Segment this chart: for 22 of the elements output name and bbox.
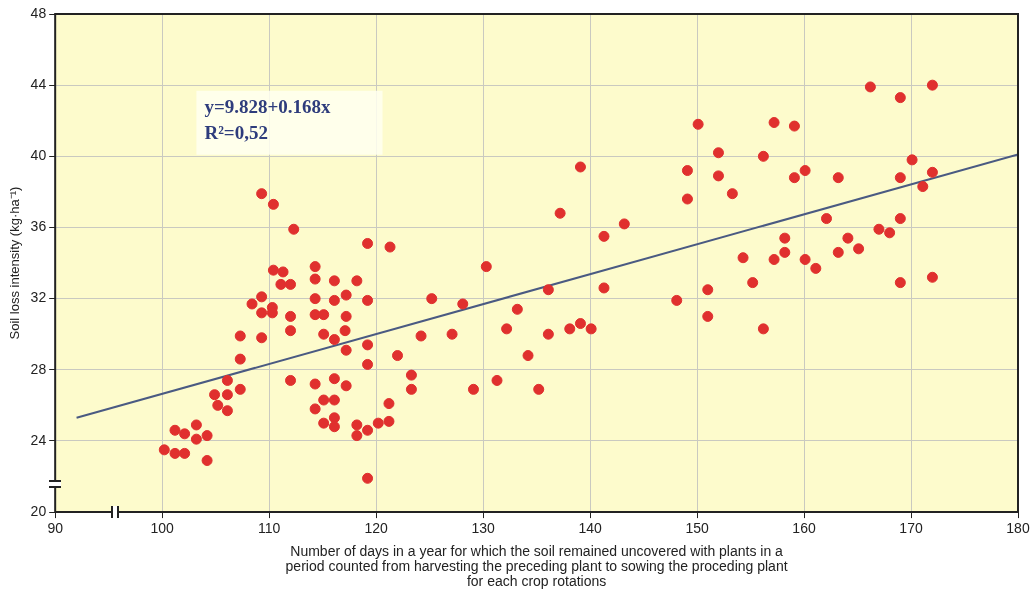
y-tick-label: 48 — [30, 4, 47, 21]
x-tick-label: 100 — [150, 520, 175, 537]
y-axis-title: Soil loss intensity (kg·ha⁻¹) — [7, 186, 23, 340]
x-tick-label: 110 — [257, 520, 281, 537]
y-tick-label: 24 — [30, 431, 47, 448]
y-tick-label: 40 — [30, 147, 47, 164]
x-axis-title: Number of days in a year for which the soil remained uncovered with plants in a period counted from harvesting the preceding plant to sowing the proceding plant for each crop rotations — [285, 543, 788, 589]
x-tick-label: 120 — [364, 520, 389, 537]
x-tick-label: 150 — [685, 520, 709, 537]
y-tick-label: 44 — [30, 76, 47, 93]
y-tick-label: 20 — [30, 502, 47, 519]
annotation: y=9.828+0.168x — [204, 96, 332, 118]
x-tick-label: 170 — [899, 520, 923, 537]
x-tick-label: 180 — [1006, 520, 1030, 537]
y-tick-label: 28 — [30, 360, 47, 377]
x-tick-label: 130 — [471, 520, 495, 537]
x-tick-label: 160 — [792, 520, 816, 537]
annotation: R²=0,52 — [204, 122, 268, 144]
x-tick-label: 140 — [578, 520, 602, 537]
y-tick-label: 36 — [30, 218, 47, 235]
y-tick-label: 32 — [30, 289, 47, 306]
x-tick-label: 90 — [47, 520, 64, 537]
